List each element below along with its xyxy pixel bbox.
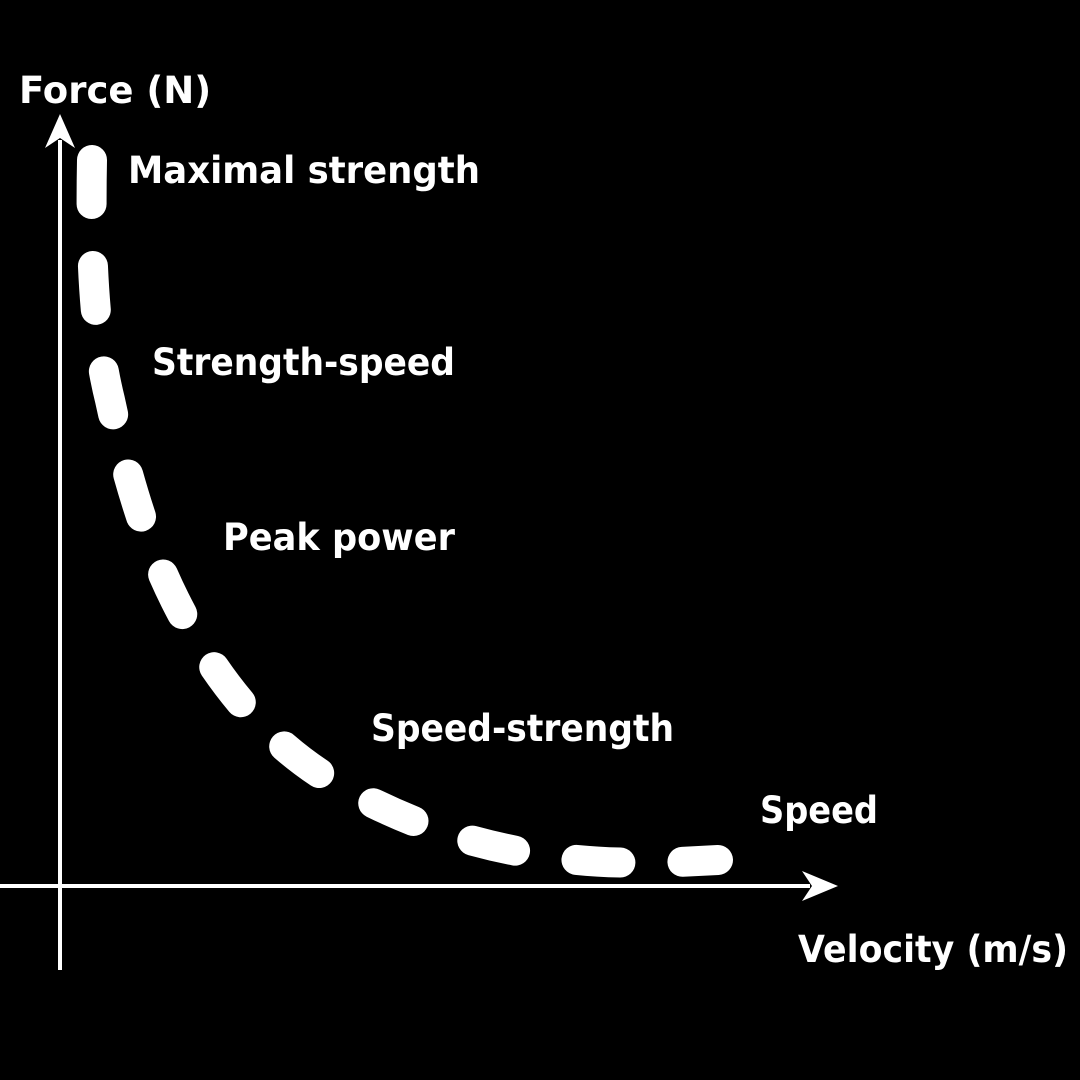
zone-label-speed-strength: Speed-strength: [371, 707, 674, 750]
y-axis-arrowhead: [45, 114, 75, 148]
force-velocity-curve: [76, 145, 733, 878]
zone-label-maximal-strength: Maximal strength: [128, 149, 480, 192]
axes: [0, 140, 810, 970]
y-axis-label: Force (N): [19, 69, 211, 112]
zone-label-speed: Speed: [760, 789, 878, 832]
x-axis-arrowhead: [802, 871, 838, 901]
zone-label-strength-speed: Strength-speed: [152, 341, 455, 384]
x-axis-label: Velocity (m/s): [798, 928, 1068, 971]
zone-label-peak-power: Peak power: [223, 516, 456, 559]
